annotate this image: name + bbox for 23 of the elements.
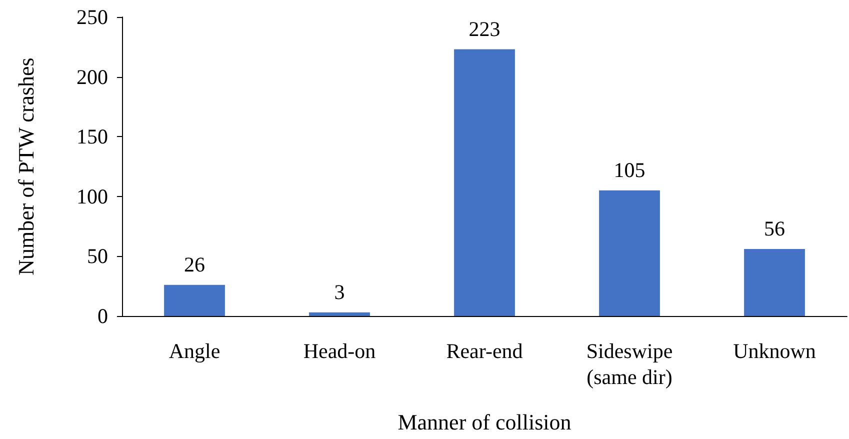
- x-tick-label: Unknown: [733, 339, 816, 363]
- y-tick-label: 200: [76, 64, 108, 89]
- x-tick-label: Head-on: [303, 339, 376, 363]
- y-tick-label: 150: [76, 124, 108, 149]
- y-tick-label: 100: [76, 184, 108, 208]
- bar: [599, 190, 660, 316]
- y-tick-label: 250: [76, 5, 108, 29]
- y-tick-label: 50: [87, 244, 108, 268]
- bar: [744, 249, 805, 316]
- x-axis-title: Manner of collision: [398, 410, 572, 434]
- y-axis-title: Number of PTW crashes: [14, 58, 38, 276]
- data-label: 105: [614, 158, 646, 182]
- bar: [309, 312, 370, 316]
- x-tick-label: Sideswipe (same dir): [586, 339, 673, 389]
- data-label: 56: [764, 216, 785, 241]
- y-tick-label: 0: [98, 304, 108, 328]
- data-label: 223: [468, 16, 500, 41]
- data-label: 3: [334, 280, 345, 304]
- bar: [454, 49, 515, 316]
- x-tick-label: Angle: [168, 339, 220, 363]
- data-label: 26: [184, 252, 205, 276]
- x-tick-label: Rear-end: [446, 339, 524, 363]
- bar: [164, 284, 225, 316]
